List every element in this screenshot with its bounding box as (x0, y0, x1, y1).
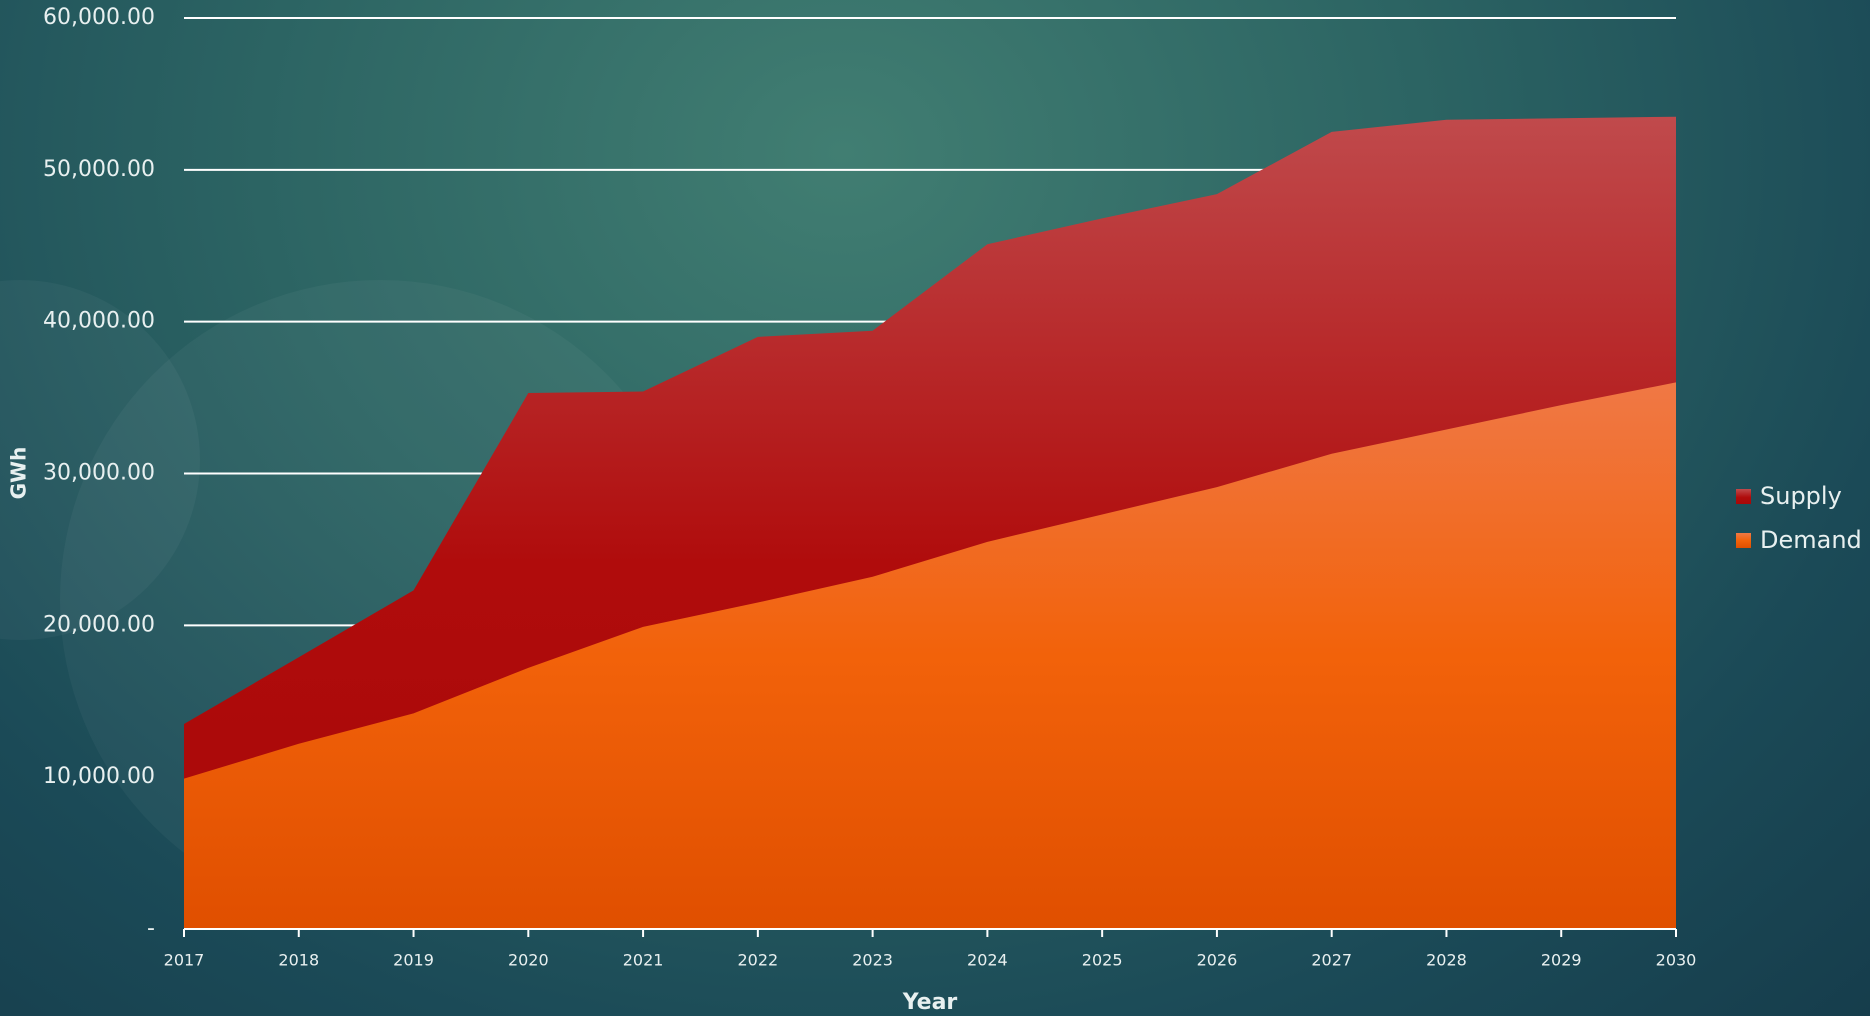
y-axis-label: GWh (7, 447, 31, 500)
x-tick-label: 2024 (967, 951, 1008, 970)
x-tick-label: 2018 (278, 951, 319, 970)
legend-swatch (1736, 533, 1751, 548)
x-tick-label: 2027 (1311, 951, 1352, 970)
y-tick-label: 40,000.00 (43, 309, 155, 334)
y-tick-label: 10,000.00 (43, 764, 155, 789)
bg-circle (0, 280, 200, 640)
x-tick-label: 2030 (1656, 951, 1697, 970)
x-tick-label: 2021 (623, 951, 664, 970)
x-tick-label: 2026 (1197, 951, 1238, 970)
x-axis-label: Year (902, 990, 958, 1015)
x-tick-label: 2025 (1082, 951, 1123, 970)
x-tick-label: 2020 (508, 951, 549, 970)
legend-label: Supply (1760, 482, 1842, 510)
x-tick-label: 2019 (393, 951, 434, 970)
y-tick-label: 30,000.00 (43, 461, 155, 486)
y-tick-label: 60,000.00 (43, 5, 155, 30)
y-tick-label: - (147, 916, 155, 941)
legend-swatch (1736, 489, 1751, 504)
legend-label: Demand (1760, 526, 1862, 554)
x-tick-label: 2017 (164, 951, 205, 970)
x-tick-label: 2023 (852, 951, 893, 970)
area (184, 382, 1676, 929)
y-tick-label: 20,000.00 (43, 612, 155, 637)
y-tick-label: 50,000.00 (43, 157, 155, 182)
x-tick-label: 2029 (1541, 951, 1582, 970)
x-tick-label: 2028 (1426, 951, 1467, 970)
x-tick-label: 2022 (737, 951, 778, 970)
